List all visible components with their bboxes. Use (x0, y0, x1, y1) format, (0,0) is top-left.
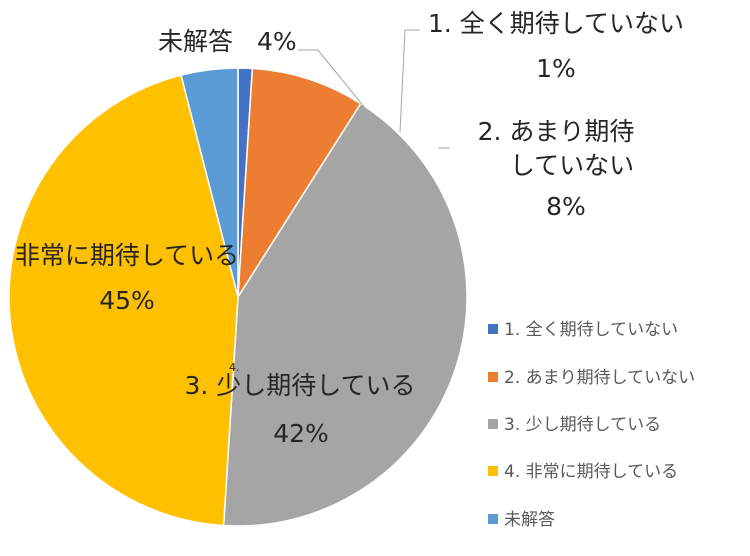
leader-line-5 (298, 49, 366, 109)
data-label-1-text: 1. 全く期待していない (428, 9, 684, 38)
legend-item-5: 未解答 (504, 510, 555, 530)
pie-slices (8, 67, 468, 527)
data-label-3-stray: 4. (229, 361, 240, 374)
data-label-4-text: 非常に期待している (15, 241, 239, 270)
pie-slice-3 (222, 102, 468, 527)
leader-line-1 (399, 29, 420, 133)
pie-slice-5 (180, 67, 239, 298)
data-label-3-text: 3. 少し期待している (184, 371, 415, 400)
data-label-2-text-line2: していない (510, 151, 634, 180)
data-label-1-value: 1% (536, 54, 576, 83)
legend-swatch-5 (488, 514, 498, 524)
legend-item-3: 3. 少し期待している (504, 415, 661, 435)
data-label-5-value: 4% (257, 27, 297, 56)
legend-item-2: 2. あまり期待していない (504, 368, 695, 388)
pie-slice-2 (237, 67, 362, 298)
legend-item-1: 1. 全く期待していない (504, 320, 678, 340)
legend-swatch-4 (488, 466, 498, 476)
legend-swatch-3 (488, 419, 498, 429)
data-label-2-text-line1: 2. あまり期待 (478, 117, 635, 146)
data-label-4-value: 45% (99, 286, 155, 315)
data-label-5-text: 未解答 (158, 27, 233, 56)
data-label-2-value: 8% (546, 192, 586, 221)
legend: 1. 全く期待していない 2. あまり期待していない 3. 少し期待している 4… (488, 320, 695, 530)
pie-slice-4 (8, 74, 239, 527)
legend-item-4: 4. 非常に期待している (504, 462, 678, 482)
legend-swatch-2 (488, 372, 498, 382)
data-label-3-value: 42% (273, 419, 329, 448)
legend-swatch-1 (488, 324, 498, 334)
